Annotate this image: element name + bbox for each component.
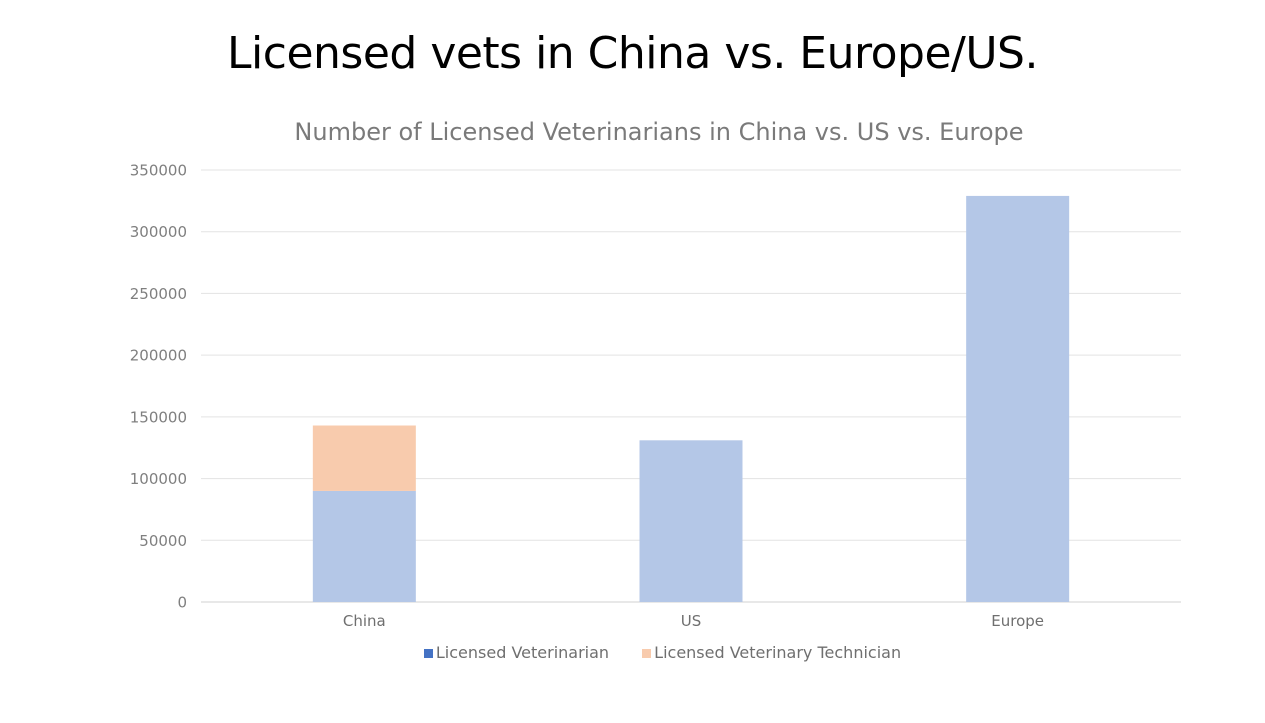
slide-title: Licensed vets in China vs. Europe/US. — [227, 28, 1038, 79]
bar-europe-series-0 — [966, 195, 1070, 603]
legend-item-licensed-veterinarian: Licensed Veterinarian — [423, 643, 610, 662]
y-tick-label: 200000 — [130, 347, 187, 365]
bars — [312, 195, 1070, 603]
legend: Licensed Veterinarian Licensed Veterinar… — [0, 643, 1265, 662]
y-axis-tick-labels: 0 50000 100000 150000 200000 250000 300000 3500… — [130, 162, 187, 612]
y-tick-label: 50000 — [139, 532, 187, 550]
x-tick-label: US — [681, 612, 702, 630]
bar-china-series-0 — [312, 490, 416, 602]
y-tick-label: 0 — [177, 594, 187, 612]
y-tick-label: 100000 — [130, 470, 187, 488]
bar-us-series-0 — [639, 440, 743, 602]
x-tick-label: Europe — [991, 612, 1044, 630]
y-tick-label: 300000 — [130, 223, 187, 241]
legend-label: Licensed Veterinarian — [435, 643, 610, 662]
legend-swatch-licensed-veterinarian — [423, 649, 433, 658]
y-tick-label: 250000 — [130, 285, 187, 303]
legend-swatch-licensed-veterinary-technician — [642, 649, 652, 658]
y-tick-label: 350000 — [130, 162, 187, 180]
bar-china-series-1 — [312, 425, 416, 491]
y-tick-label: 150000 — [130, 408, 187, 426]
legend-label: Licensed Veterinary Technician — [654, 643, 902, 662]
x-tick-label: China — [343, 612, 386, 630]
legend-item-licensed-veterinary-technician: Licensed Veterinary Technician — [642, 643, 901, 662]
chart-title: Number of Licensed Veterinarians in Chin… — [294, 118, 1024, 146]
x-axis-tick-labels: China US Europe — [343, 612, 1044, 630]
